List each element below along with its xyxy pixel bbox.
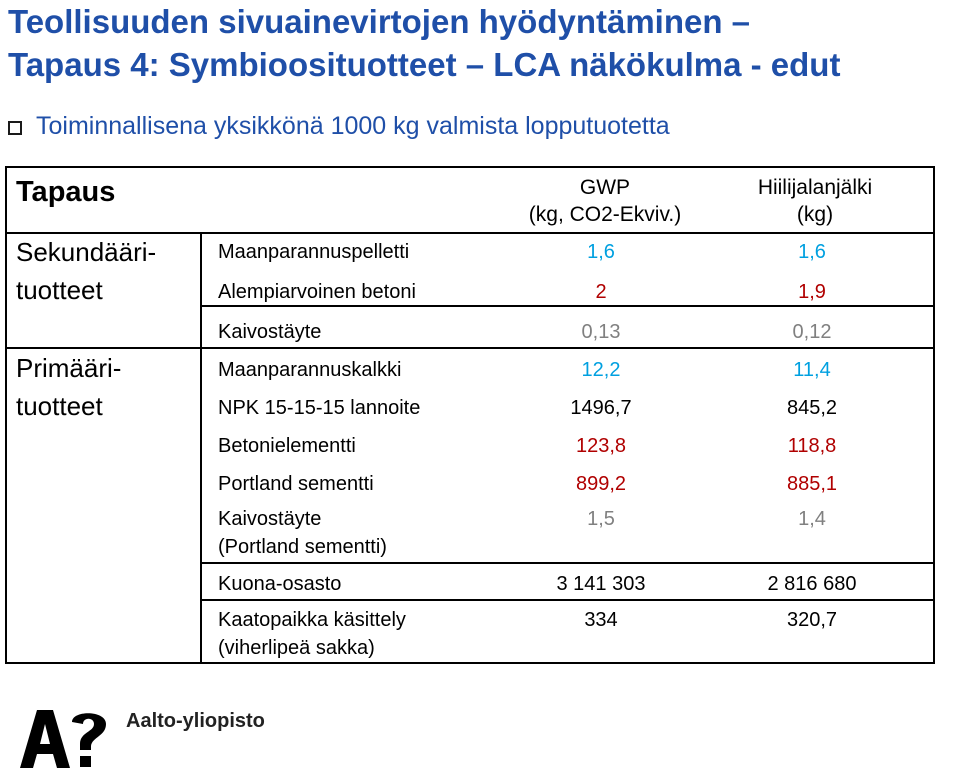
- row-label-line2: (viherlipeä sakka): [218, 637, 375, 659]
- row-label-line1: Kaatopaikka käsittely: [218, 609, 406, 631]
- aalto-logo-text: Aalto-yliopisto: [126, 710, 265, 732]
- table-group-divider: [5, 347, 935, 349]
- column-header-gwp-line1: GWP: [579, 176, 631, 199]
- functional-unit-bullet: Toiminnallisena yksikkönä 1000 kg valmis…: [8, 112, 670, 141]
- row-value-cf: 118,8: [787, 435, 837, 457]
- aalto-logo-icon: [20, 710, 106, 768]
- row-label-line1: Maanparannuskalkki: [218, 359, 402, 381]
- row-label: Kaivostäyte (Portland sementti): [218, 505, 387, 561]
- column-header-cf-line1: Hiilijalanjälki: [757, 176, 873, 199]
- row-value-cf: 845,2: [786, 397, 838, 419]
- table-row-divider: [200, 599, 935, 601]
- row-label: Portland sementti: [218, 470, 374, 498]
- row-value-gwp: 12,2: [581, 359, 621, 381]
- group-label-secondary: Sekundääri- tuotteet: [16, 234, 156, 309]
- row-label: Kuona-osasto: [218, 570, 341, 598]
- row-label: Maanparannuspelletti: [218, 238, 409, 266]
- row-label-line1: Kuona-osasto: [218, 573, 342, 595]
- row-value-cf: 0,12: [792, 321, 832, 343]
- checkbox-bullet-icon: [8, 120, 22, 135]
- row-value-cf: 2 816 680: [767, 573, 857, 595]
- row-value-gwp: 1496,7: [570, 397, 632, 419]
- row-label: Maanparannuskalkki: [218, 356, 401, 384]
- group-secondary-line1: Sekundääri-: [16, 237, 157, 267]
- row-value-gwp: 123,8: [575, 435, 627, 457]
- row-value-gwp: 0,13: [581, 321, 621, 343]
- column-header-gwp: GWP (kg, CO2-Ekviv.): [490, 174, 720, 229]
- row-label: Kaatopaikka käsittely (viherlipeä sakka): [218, 606, 406, 662]
- table-column-divider: [200, 232, 202, 664]
- row-value-gwp: 1,6: [587, 241, 615, 263]
- row-value-gwp: 899,2: [575, 473, 627, 495]
- row-label-line1: Betonielementti: [218, 435, 356, 457]
- row-label: NPK 15-15-15 lannoite: [218, 394, 420, 422]
- row-label-line2: (Portland sementti): [218, 536, 387, 558]
- group-secondary-line2: tuotteet: [16, 274, 103, 305]
- column-header-carbon-footprint: Hiilijalanjälki (kg): [700, 174, 930, 229]
- column-header-gwp-line2: (kg, CO2-Ekviv.): [528, 203, 682, 227]
- table-header-divider: [5, 232, 935, 234]
- group-primary-line1: Primääri-: [16, 353, 122, 383]
- row-value-cf: 1,4: [798, 508, 826, 530]
- row-label: Kaivostäyte: [218, 318, 321, 346]
- row-label-line1: Kaivostäyte: [218, 508, 322, 530]
- results-table: [5, 166, 935, 664]
- row-value-cf: 1,6: [798, 241, 826, 263]
- row-label-line1: Kaivostäyte: [218, 321, 322, 343]
- row-value-gwp: 2: [595, 281, 607, 303]
- group-primary-line2: tuotteet: [16, 390, 103, 421]
- table-row-divider: [200, 562, 935, 564]
- row-value-gwp: 1,5: [587, 508, 615, 530]
- row-label: Betonielementti: [218, 432, 356, 460]
- row-label: Alempiarvoinen betoni: [218, 278, 416, 306]
- page-title-line-1: Teollisuuden sivuainevirtojen hyödyntämi…: [8, 3, 751, 40]
- table-row-divider: [200, 305, 935, 307]
- functional-unit-text: Toiminnallisena yksikkönä 1000 kg valmis…: [36, 112, 670, 140]
- page-title-line-2: Tapaus 4: Symbioosituotteet – LCA näköku…: [8, 46, 841, 83]
- row-label-line1: Alempiarvoinen betoni: [218, 281, 416, 303]
- row-value-gwp: 334: [584, 609, 618, 631]
- row-label-line1: Maanparannuspelletti: [218, 241, 410, 263]
- row-value-gwp: 3 141 303: [556, 573, 646, 595]
- row-value-cf: 11,4: [793, 359, 831, 381]
- row-label-line1: Portland sementti: [218, 473, 374, 495]
- row-value-cf: 885,1: [786, 473, 838, 495]
- row-value-cf: 1,9: [798, 281, 826, 303]
- row-label-line1: NPK 15-15-15 lannoite: [218, 397, 421, 419]
- aalto-logo: Aalto-yliopisto: [20, 708, 265, 768]
- column-header-case: Tapaus: [16, 176, 116, 208]
- group-label-primary: Primääri- tuotteet: [16, 350, 121, 425]
- column-header-cf-line2: (kg): [796, 203, 834, 227]
- row-value-cf: 320,7: [786, 609, 838, 631]
